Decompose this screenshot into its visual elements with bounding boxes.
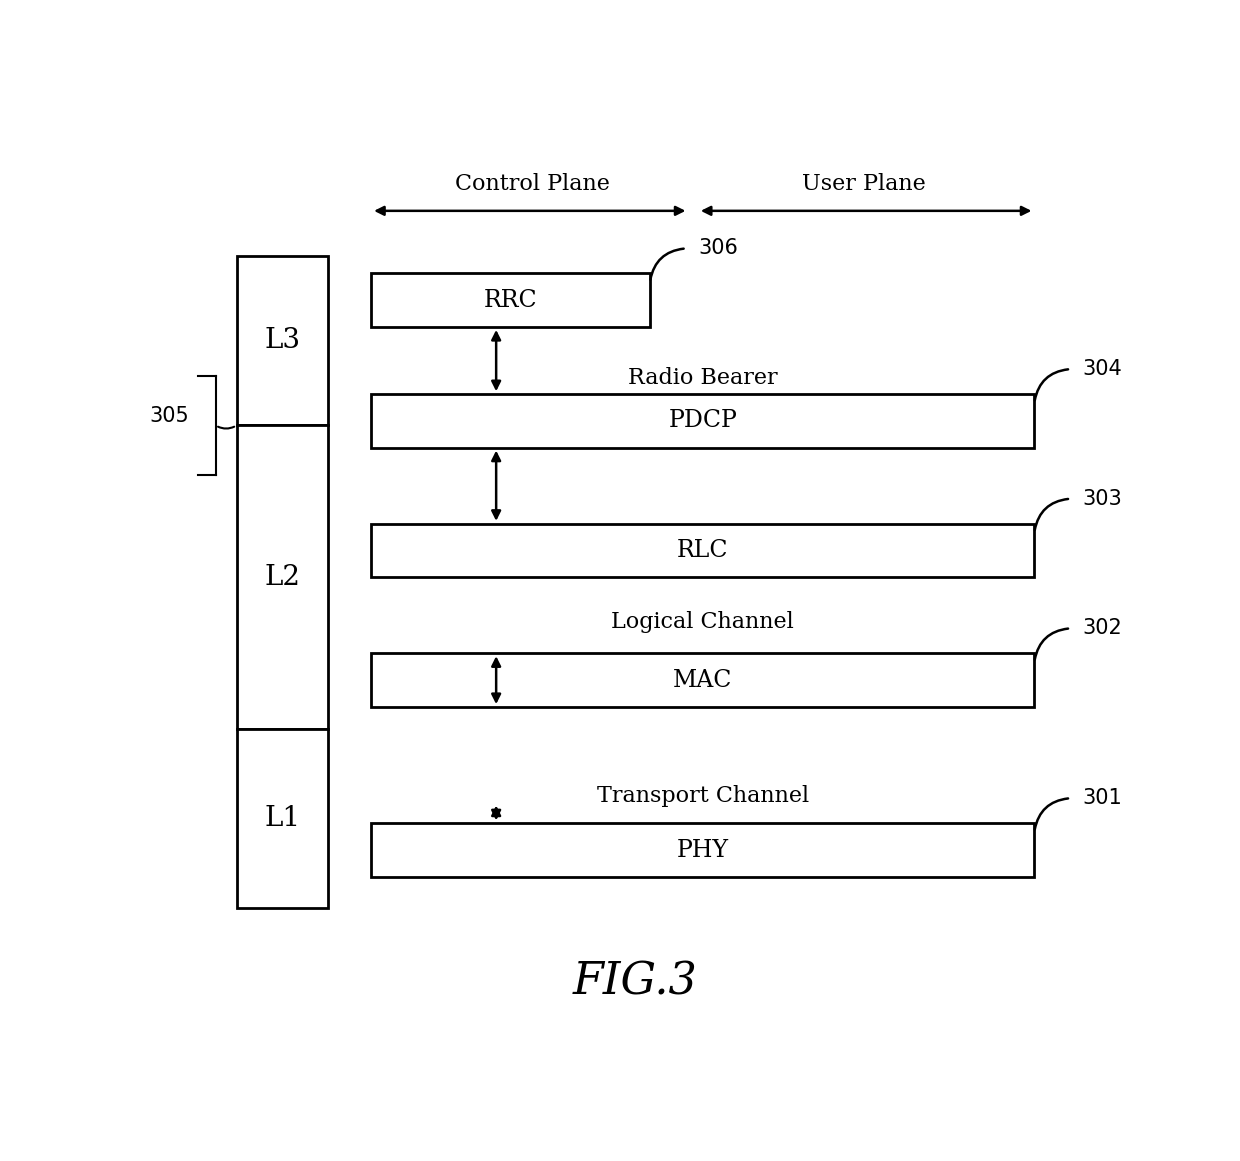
Text: L3: L3 [264, 327, 300, 354]
Text: Radio Bearer: Radio Bearer [627, 367, 777, 389]
Text: 301: 301 [1083, 788, 1122, 808]
Bar [237, 255, 327, 425]
Text: PHY: PHY [677, 838, 729, 861]
Text: 306: 306 [698, 238, 738, 259]
Text: L2: L2 [264, 564, 300, 591]
Bar [237, 729, 327, 908]
Bar [371, 394, 1034, 448]
Text: PDCP: PDCP [668, 410, 738, 432]
Bar [371, 273, 650, 327]
Text: 302: 302 [1083, 619, 1122, 639]
Bar [371, 654, 1034, 707]
Text: RRC: RRC [484, 289, 537, 312]
Text: L1: L1 [264, 806, 300, 832]
Text: Transport Channel: Transport Channel [596, 785, 808, 807]
Text: Logical Channel: Logical Channel [611, 611, 794, 633]
Bar [371, 823, 1034, 877]
Bar [371, 524, 1034, 577]
Text: Control Plane: Control Plane [455, 173, 610, 195]
Text: 305: 305 [150, 406, 190, 426]
Text: FIG.3: FIG.3 [573, 960, 698, 1003]
Bar [237, 425, 327, 729]
Text: RLC: RLC [677, 539, 729, 562]
Text: User Plane: User Plane [802, 173, 925, 195]
Text: 303: 303 [1083, 489, 1122, 509]
Text: 304: 304 [1083, 359, 1122, 380]
Text: MAC: MAC [673, 669, 733, 692]
